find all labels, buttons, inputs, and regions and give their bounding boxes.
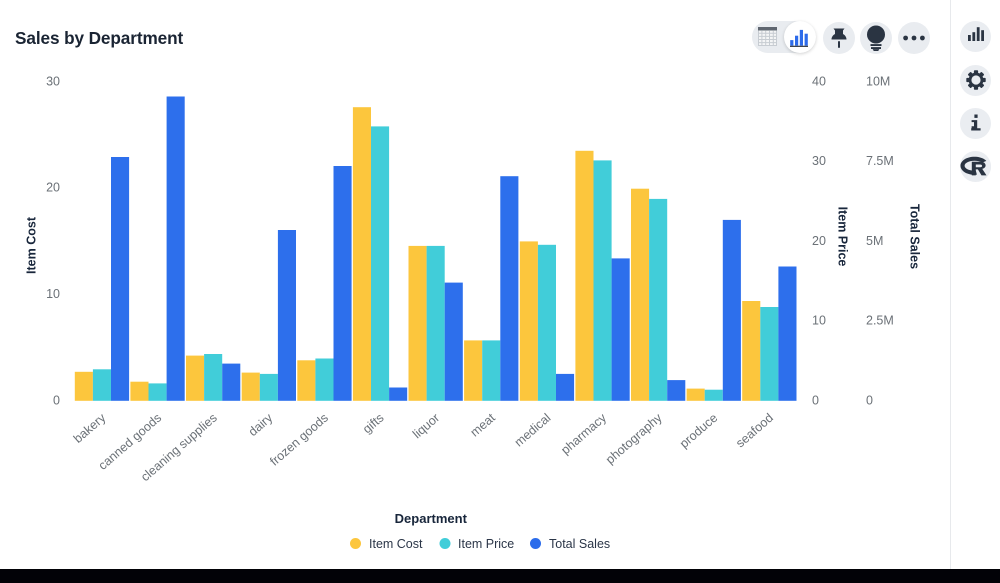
svg-text:40: 40 xyxy=(812,74,826,88)
svg-text:Item Cost: Item Cost xyxy=(24,216,38,274)
svg-text:2.5M: 2.5M xyxy=(866,314,894,328)
svg-text:Item Price: Item Price xyxy=(836,207,850,267)
svg-text:meat: meat xyxy=(468,410,499,439)
svg-text:0: 0 xyxy=(812,394,819,408)
svg-text:5M: 5M xyxy=(866,234,883,248)
svg-text:10M: 10M xyxy=(866,74,890,88)
svg-text:Total Sales: Total Sales xyxy=(549,537,610,551)
svg-text:Total Sales: Total Sales xyxy=(908,204,922,269)
svg-text:10: 10 xyxy=(812,314,826,328)
svg-text:liquor: liquor xyxy=(410,411,442,442)
svg-text:Item Price: Item Price xyxy=(458,537,514,551)
svg-text:20: 20 xyxy=(812,234,826,248)
svg-text:medical: medical xyxy=(512,411,554,450)
svg-text:photography: photography xyxy=(603,410,665,467)
svg-text:0: 0 xyxy=(53,394,60,408)
svg-text:bakery: bakery xyxy=(71,410,109,446)
svg-text:30: 30 xyxy=(812,154,826,168)
svg-text:Item Cost: Item Cost xyxy=(369,537,423,551)
svg-text:10: 10 xyxy=(46,287,60,301)
svg-text:0: 0 xyxy=(866,394,873,408)
svg-text:Department: Department xyxy=(395,511,468,526)
svg-text:seafood: seafood xyxy=(733,411,776,451)
svg-text:20: 20 xyxy=(46,181,60,195)
svg-text:frozen goods: frozen goods xyxy=(267,411,331,469)
svg-text:30: 30 xyxy=(46,74,60,88)
svg-text:gifts: gifts xyxy=(360,411,386,437)
svg-text:dairy: dairy xyxy=(246,410,276,439)
svg-text:pharmacy: pharmacy xyxy=(558,410,609,457)
svg-text:7.5M: 7.5M xyxy=(866,154,894,168)
svg-text:produce: produce xyxy=(677,411,720,451)
